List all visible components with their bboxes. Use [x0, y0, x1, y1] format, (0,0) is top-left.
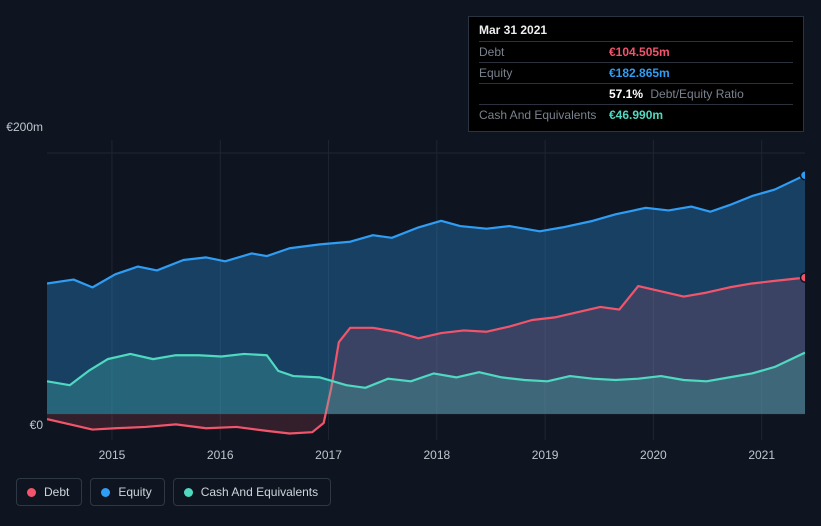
- tooltip-label: Debt: [479, 45, 609, 59]
- tooltip-label: Equity: [479, 66, 609, 80]
- legend-item-cash[interactable]: Cash And Equivalents: [173, 478, 331, 506]
- legend-label: Debt: [44, 485, 69, 499]
- tooltip-value: €46.990m: [609, 108, 663, 122]
- tooltip-row-cash: Cash And Equivalents €46.990m: [479, 104, 793, 125]
- legend-item-equity[interactable]: Equity: [90, 478, 164, 506]
- chart-plot-area[interactable]: [47, 140, 805, 440]
- x-tick-label: 2020: [640, 448, 667, 462]
- legend-dot-icon: [27, 488, 36, 497]
- tooltip-row-equity: Equity €182.865m: [479, 62, 793, 83]
- tooltip-date: Mar 31 2021: [479, 23, 793, 41]
- legend-label: Cash And Equivalents: [201, 485, 318, 499]
- tooltip-value: €182.865m: [609, 66, 670, 80]
- x-tick-label: 2018: [423, 448, 450, 462]
- y-tick-label: €200m: [0, 120, 43, 134]
- x-tick-label: 2016: [207, 448, 234, 462]
- tooltip-ratio-value: 57.1%: [609, 87, 643, 101]
- tooltip-row-debt: Debt €104.505m: [479, 41, 793, 62]
- chart-tooltip: Mar 31 2021 Debt €104.505m Equity €182.8…: [468, 16, 804, 132]
- chart-legend: Debt Equity Cash And Equivalents: [16, 478, 331, 506]
- chart-svg: [47, 140, 805, 440]
- y-tick-label: €0: [0, 418, 43, 432]
- legend-item-debt[interactable]: Debt: [16, 478, 82, 506]
- tooltip-value: €104.505m: [609, 45, 670, 59]
- x-tick-label: 2021: [748, 448, 775, 462]
- x-tick-label: 2015: [99, 448, 126, 462]
- tooltip-label: Cash And Equivalents: [479, 108, 609, 122]
- legend-label: Equity: [118, 485, 151, 499]
- tooltip-row-ratio: 57.1% Debt/Equity Ratio: [479, 83, 793, 104]
- x-tick-label: 2019: [532, 448, 559, 462]
- legend-dot-icon: [101, 488, 110, 497]
- tooltip-ratio-label: Debt/Equity Ratio: [650, 87, 743, 101]
- x-tick-label: 2017: [315, 448, 342, 462]
- legend-dot-icon: [184, 488, 193, 497]
